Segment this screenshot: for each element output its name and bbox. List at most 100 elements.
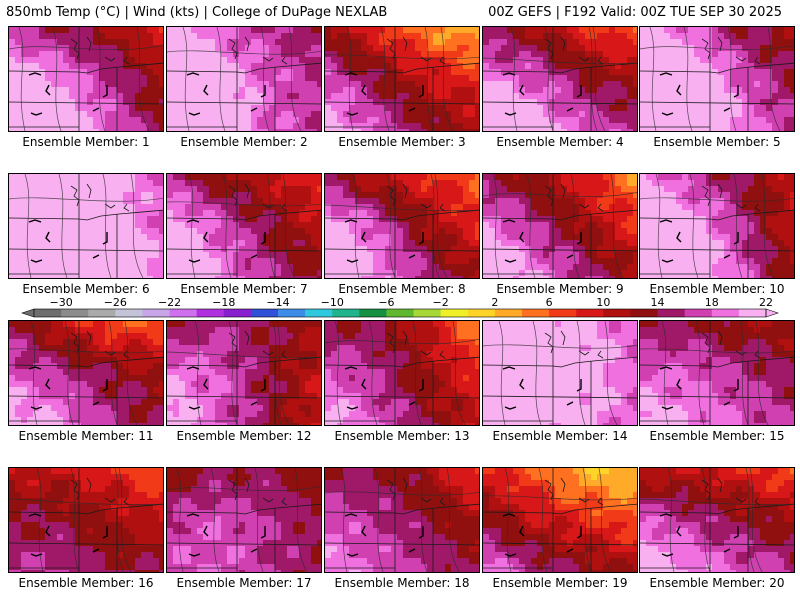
temperature-field-map (167, 468, 321, 572)
temperature-field-map (483, 321, 637, 425)
state-border-lines (167, 27, 321, 131)
state-border-lines (325, 174, 479, 278)
height-contours (483, 321, 637, 425)
colorbar-swatch (467, 309, 496, 317)
member-label: Ensemble Member: 7 (180, 282, 308, 296)
height-contours (9, 174, 163, 278)
wind-barbs (502, 72, 582, 116)
ensemble-map-panel (482, 320, 638, 426)
colorbar-tick-label: −30 (50, 296, 73, 309)
lake-shoreline (701, 330, 761, 359)
wind-barbs (28, 366, 108, 410)
colorbar-swatch (196, 309, 225, 317)
temperature-field-map (640, 321, 794, 425)
state-border-lines (483, 321, 637, 425)
colorbar-swatch (142, 309, 170, 317)
wind-barbs (659, 513, 739, 557)
state-border-lines (325, 468, 479, 572)
colorbar-swatch (711, 309, 740, 317)
state-border-lines (9, 468, 163, 572)
temperature-field-map (9, 321, 163, 425)
colorbar-tick-label: −26 (104, 296, 127, 309)
wind-barbs (28, 219, 108, 263)
colorbar-swatch (278, 309, 306, 317)
colorbar-tick-label: 2 (491, 296, 498, 309)
temperature-field-map (483, 27, 637, 131)
lake-shoreline (701, 477, 761, 506)
colorbar-swatch (684, 309, 713, 317)
lake-shoreline (386, 477, 446, 506)
lake-shoreline (70, 36, 130, 65)
colorbar-swatch (115, 309, 143, 317)
temperature-field-map (9, 27, 163, 131)
colorbar-swatch (250, 309, 279, 317)
temperature-field-map (9, 174, 163, 278)
height-contours (325, 321, 479, 425)
colorbar-swatch (494, 309, 523, 317)
colorbar-swatch (386, 309, 414, 317)
wind-barbs (659, 219, 739, 263)
ensemble-map-panel (166, 467, 322, 573)
height-contours (167, 468, 321, 572)
colorbar-swatch (549, 309, 577, 317)
temperature-field-map (325, 321, 479, 425)
wind-barbs (344, 513, 424, 557)
temperature-field-map (640, 174, 794, 278)
ensemble-map-panel (8, 320, 164, 426)
state-border-lines (9, 174, 163, 278)
height-contours (483, 27, 637, 131)
lake-shoreline (544, 36, 604, 65)
header-title: 850mb Temp (°C) | Wind (kts) | College o… (6, 5, 388, 20)
member-label: Ensemble Member: 11 (18, 429, 154, 443)
lake-shoreline (70, 330, 130, 359)
colorbar-tick-label: 6 (546, 296, 553, 309)
state-border-lines (9, 27, 163, 131)
lake-shoreline (544, 477, 604, 506)
member-label: Ensemble Member: 17 (176, 576, 312, 590)
temperature-colorbar: −30−26−22−18−14−10−6−2261014182226303438… (21, 296, 779, 318)
height-contours (325, 468, 479, 572)
colorbar-arrow-left (21, 308, 35, 318)
temperature-field-map (167, 321, 321, 425)
member-label: Ensemble Member: 8 (338, 282, 466, 296)
state-border-lines (167, 174, 321, 278)
lake-shoreline (544, 330, 604, 359)
state-border-lines (640, 27, 794, 131)
wind-barbs (28, 72, 108, 116)
state-border-lines (325, 27, 479, 131)
lake-shoreline (701, 36, 761, 65)
ensemble-map-panel (8, 467, 164, 573)
ensemble-map-panel (639, 320, 795, 426)
ensemble-map-panel (324, 467, 480, 573)
temperature-field-map (167, 174, 321, 278)
colorbar-swatch (34, 309, 62, 317)
ensemble-map-panel (166, 320, 322, 426)
colorbar-swatch (61, 309, 89, 317)
temperature-field-map (325, 468, 479, 572)
temperature-field-map (483, 174, 637, 278)
colorbar-tick-label: −10 (321, 296, 344, 309)
member-label: Ensemble Member: 13 (334, 429, 470, 443)
height-contours (9, 468, 163, 572)
member-label: Ensemble Member: 12 (176, 429, 312, 443)
wind-barbs (186, 513, 266, 557)
wind-barbs (186, 219, 266, 263)
member-label: Ensemble Member: 10 (649, 282, 785, 296)
member-label: Ensemble Member: 19 (492, 576, 628, 590)
state-border-lines (167, 321, 321, 425)
colorbar-swatch (738, 309, 767, 317)
colorbar-swatch (88, 309, 116, 317)
ensemble-map-panel (166, 173, 322, 279)
colorbar-tick-label: −14 (266, 296, 289, 309)
member-label: Ensemble Member: 20 (649, 576, 785, 590)
wind-barbs (502, 366, 582, 410)
wind-barbs (28, 513, 108, 557)
colorbar-swatch (522, 309, 550, 317)
colorbar-swatch (576, 309, 604, 317)
height-contours (167, 27, 321, 131)
temperature-field-map (9, 468, 163, 572)
height-contours (640, 174, 794, 278)
lake-shoreline (386, 183, 446, 212)
colorbar-tick-label: 22 (759, 296, 773, 309)
state-border-lines (325, 321, 479, 425)
